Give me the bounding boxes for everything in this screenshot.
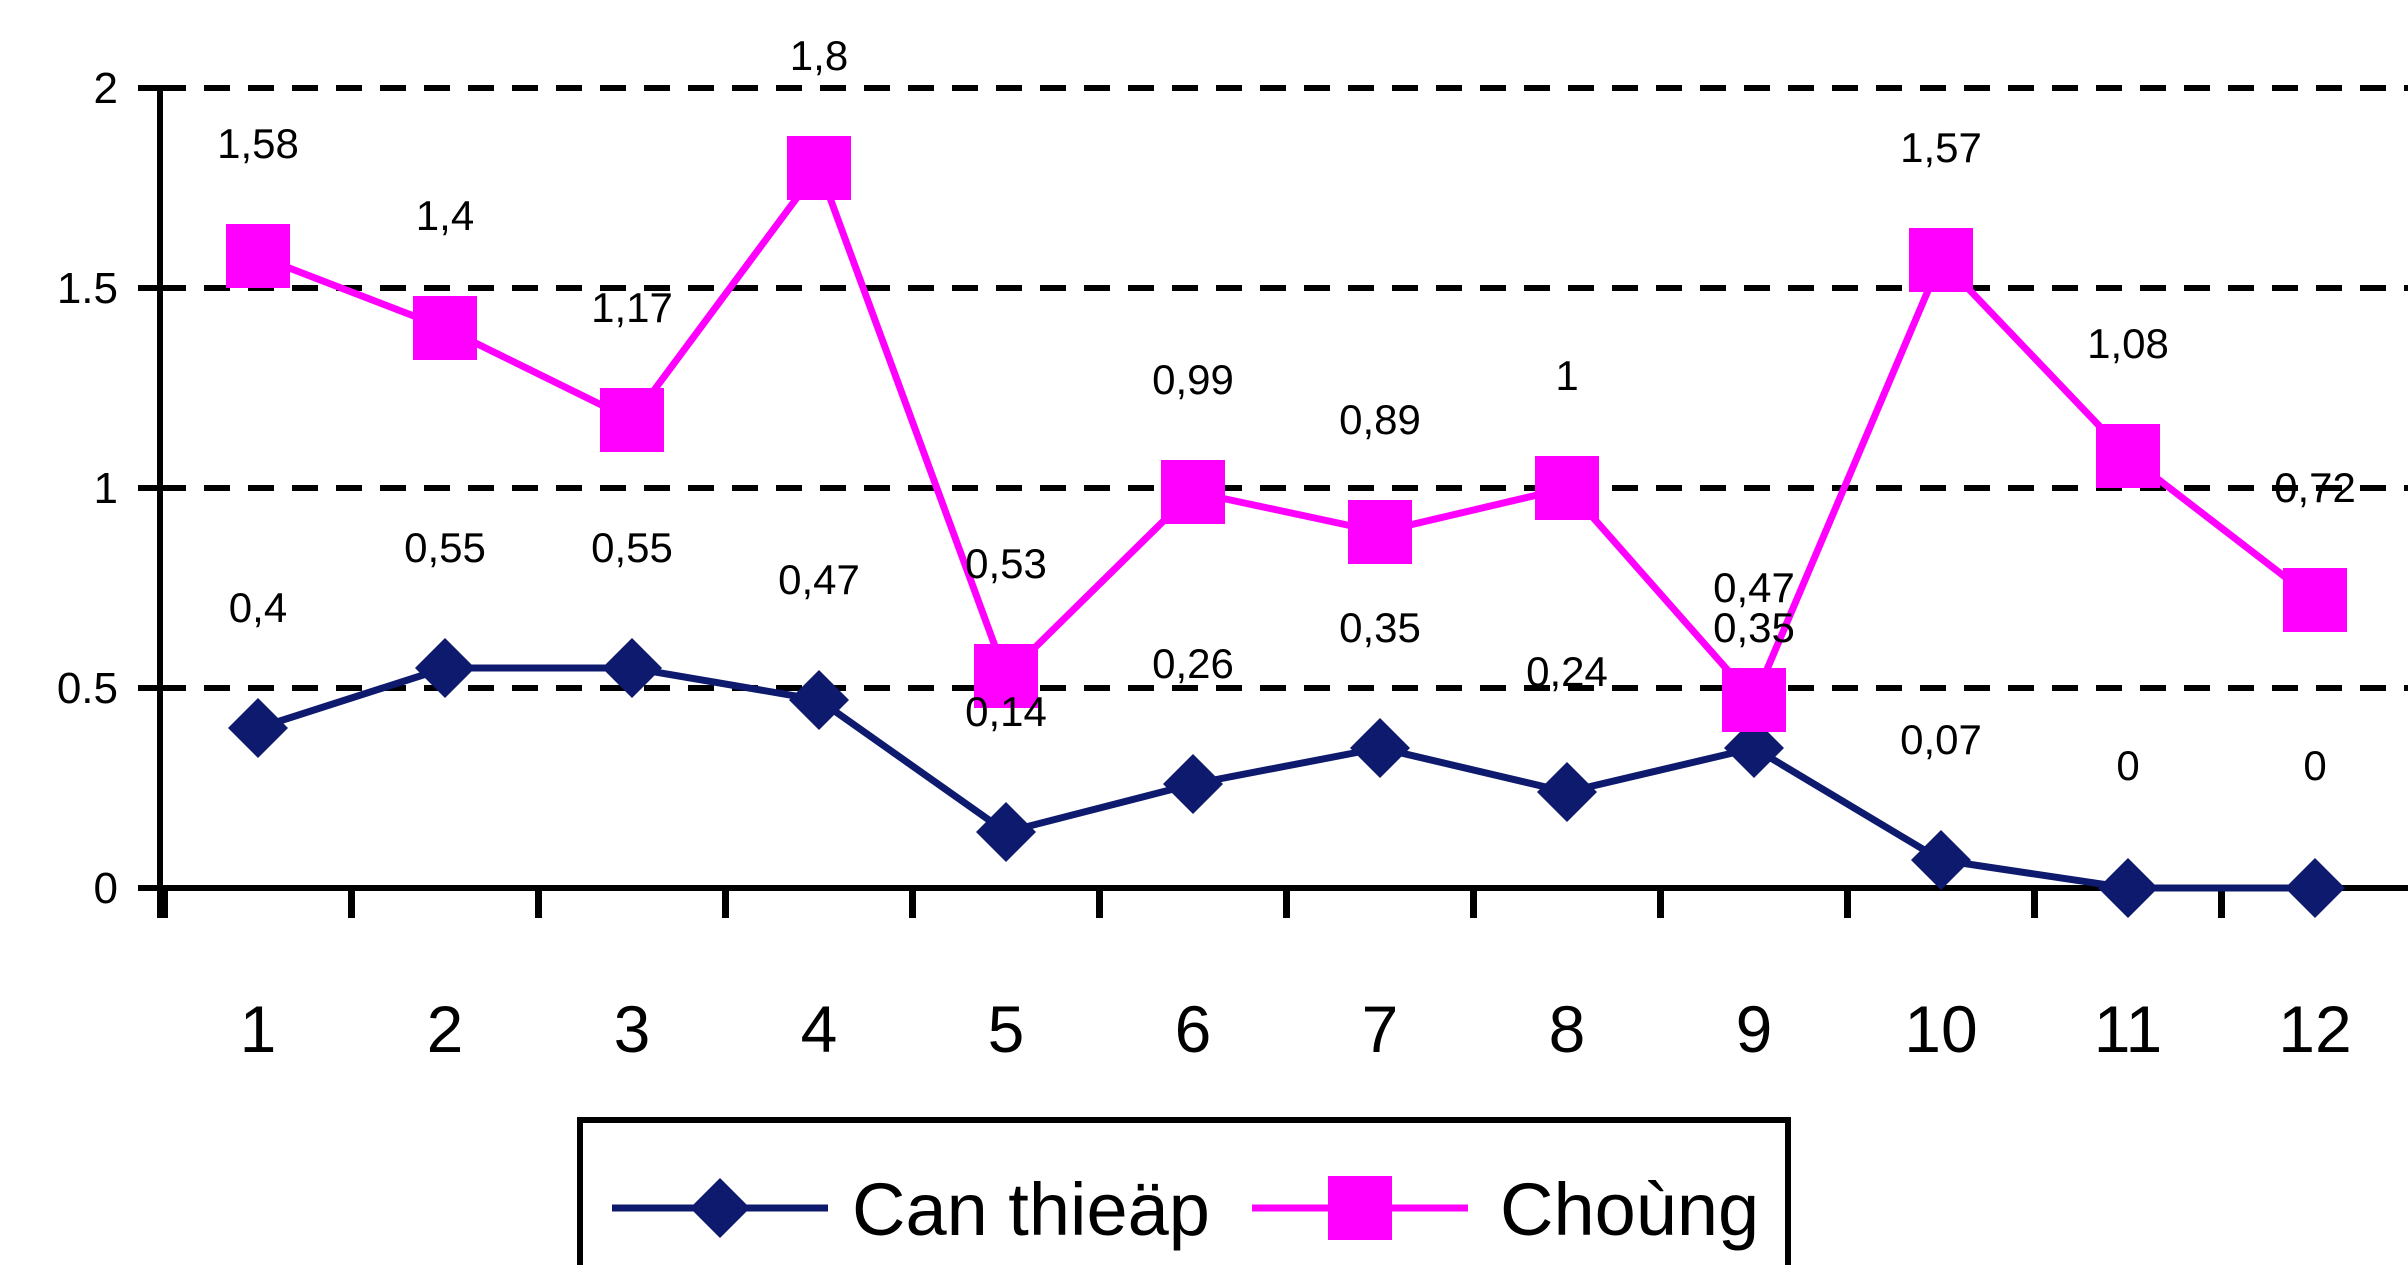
series-layer: [226, 136, 2347, 918]
series-1-point-12: [2285, 858, 2345, 918]
x-tick-label-5: 6: [1175, 992, 1212, 1066]
x-tick-label-11: 12: [2278, 992, 2351, 1066]
series-2-point-10: [1909, 228, 1973, 292]
y-tick-label-0: 0: [94, 864, 118, 913]
series-2-point-11: [2096, 424, 2160, 488]
x-tick-label-4: 5: [988, 992, 1025, 1066]
series-2-data-label-6: 0,99: [1152, 356, 1234, 403]
series-2-data-label-11: 1,08: [2087, 320, 2169, 367]
series-2-point-3: [600, 388, 664, 452]
series-line-1: [256, 664, 2315, 892]
series-1-data-label-7: 0,35: [1339, 604, 1421, 651]
series-1-point-6: [1163, 754, 1223, 814]
series-2-point-4: [787, 136, 851, 200]
x-tick-label-8: 9: [1736, 992, 1773, 1066]
series-1-point-10: [1911, 830, 1971, 890]
series-2-data-label-8: 1: [1555, 352, 1578, 399]
series-1-data-label-8: 0,24: [1526, 648, 1608, 695]
series-1-data-label-6: 0,26: [1152, 640, 1234, 687]
series-2-data-label-5: 0,53: [965, 540, 1047, 587]
x-tick-label-6: 7: [1362, 992, 1399, 1066]
x-tick-label-3: 4: [801, 992, 838, 1066]
series-2-data-label-2: 1,4: [416, 192, 474, 239]
series-1-point-8: [1537, 762, 1597, 822]
y-tick-label-4: 2: [94, 64, 118, 113]
series-2-point-2: [413, 296, 477, 360]
series-line-2: [256, 164, 2318, 704]
series-2-data-label-7: 0,89: [1339, 396, 1421, 443]
x-tick-label-10: 11: [2094, 992, 2163, 1066]
series-2-point-6: [1161, 460, 1225, 524]
legend-label-series-1: Can thieäp: [852, 1168, 1210, 1251]
series-1-data-label-12: 0: [2303, 742, 2326, 789]
series-1-point-7: [1350, 718, 1410, 778]
series-1-data-label-2: 0,55: [404, 524, 486, 571]
series-2-point-5: [974, 644, 1038, 708]
x-tick-label-2: 3: [614, 992, 651, 1066]
axes: 00.511.521 2 3 4 5 6 7 8 9 10 11 12: [57, 64, 2408, 1066]
series-1-point-4: [789, 670, 849, 730]
series-2-data-label-4: 1,8: [790, 32, 848, 79]
y-tick-label-1: 0.5: [57, 664, 118, 713]
series-1-point-9: [1724, 718, 1784, 778]
series-2-data-label-9: 0,47: [1713, 564, 1795, 611]
series-1-point-2: [415, 638, 475, 698]
series-2-point-9: [1722, 668, 1786, 732]
series-2-data-label-1: 1,58: [217, 120, 299, 167]
legend-marker-series-1: [690, 1178, 750, 1238]
series-1-point-11: [2098, 858, 2158, 918]
series-1-data-label-10: 0,07: [1900, 716, 1982, 763]
x-tick-label-7: 8: [1549, 992, 1586, 1066]
x-tick-label-0: 1: [240, 992, 277, 1066]
legend-box: [577, 1117, 1791, 1265]
series-1-point-1: [228, 698, 288, 758]
series-1-data-label-1: 0,4: [229, 584, 287, 631]
series-2-point-7: [1348, 500, 1412, 564]
legend-label-series-2: Choùng: [1500, 1168, 1759, 1251]
series-2-data-label-10: 1,57: [1900, 124, 1982, 171]
x-tick-label-9: 10: [1904, 992, 1977, 1066]
series-1-point-5: [976, 802, 1036, 862]
y-tick-label-2: 1: [94, 464, 118, 513]
series-2-data-label-3: 1,17: [591, 284, 673, 331]
series-1-data-label-5: 0,14: [965, 688, 1047, 735]
series-2-point-1: [226, 224, 290, 288]
legend-marker-series-2: [1328, 1176, 1392, 1240]
series-2-data-label-12: 0,72: [2274, 464, 2356, 511]
series-1-data-label-11: 0: [2116, 742, 2139, 789]
y-tick-label-3: 1.5: [57, 264, 118, 313]
data-labels: 0,4 0,55 0,55 0,47 0,14 0,26 0,35 0,24 0,35 0,07 0…: [217, 32, 2356, 789]
series-1-data-label-3: 0,55: [591, 524, 673, 571]
series-1-point-3: [602, 638, 662, 698]
legend: Can thieäp Choùng: [577, 1117, 1791, 1265]
series-1-data-label-4: 0,47: [778, 556, 860, 603]
gridlines: [160, 85, 2408, 691]
x-tick-label-1: 2: [427, 992, 464, 1066]
series-2-point-8: [1535, 456, 1599, 520]
series-1-data-label-9: 0,35: [1713, 604, 1795, 651]
series-2-point-12: [2283, 568, 2347, 632]
